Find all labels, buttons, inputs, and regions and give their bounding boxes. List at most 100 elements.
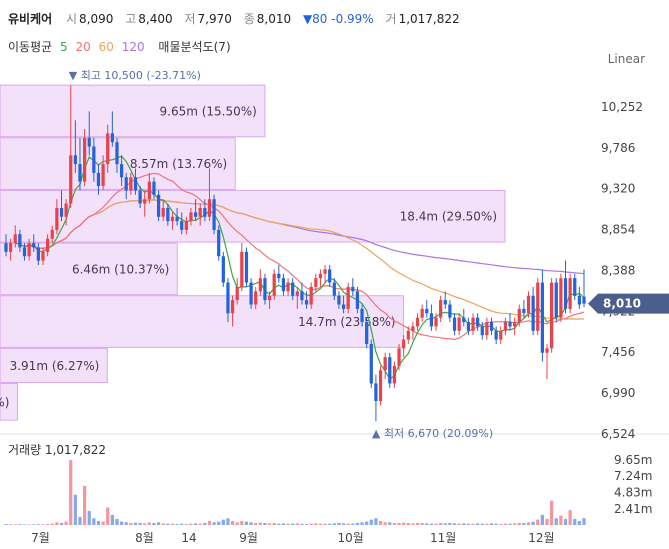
- volume-bar: [369, 519, 373, 525]
- volume-bar: [360, 522, 364, 525]
- candle-body: [480, 326, 484, 336]
- candle: [332, 278, 336, 301]
- candle: [230, 295, 235, 327]
- volume-title: 거래량 1,017,822: [8, 443, 107, 457]
- candle-body: [369, 343, 373, 384]
- candle: [267, 291, 272, 309]
- candle: [300, 282, 304, 305]
- volume-bar: [217, 521, 221, 525]
- volume-bar: [508, 523, 512, 525]
- candle-body: [180, 221, 184, 230]
- candle: [258, 269, 262, 296]
- scale-mode-button[interactable]: Linear: [607, 52, 645, 66]
- candle-body: [170, 216, 175, 222]
- candle: [526, 291, 531, 318]
- candle: [439, 295, 443, 323]
- candle-body: [166, 207, 170, 222]
- candle: [378, 365, 383, 406]
- candle-body: [203, 207, 207, 217]
- candle: [341, 295, 346, 314]
- candle: [281, 273, 286, 296]
- ma120-label[interactable]: 120: [121, 40, 145, 54]
- volume-bar: [286, 523, 290, 525]
- candle: [189, 207, 193, 226]
- candle: [318, 269, 323, 287]
- high-marker: ▼ 최고 10,500 (-23.71%): [69, 69, 201, 82]
- moving-average-legend[interactable]: 이동평균 5 20 60 120 매물분석도(7): [8, 38, 235, 55]
- volume-bar: [156, 522, 161, 525]
- candle: [133, 168, 138, 195]
- candle-body: [568, 278, 572, 309]
- candle-body: [69, 155, 73, 204]
- candle: [212, 194, 216, 235]
- volume-tick-label: 2.41m: [614, 502, 652, 516]
- candle-body: [577, 295, 581, 305]
- volume-bar: [226, 518, 230, 525]
- candle-body: [101, 164, 105, 187]
- candle-body: [526, 295, 531, 314]
- volume-bar: [64, 521, 68, 525]
- volume-bar: [318, 523, 323, 525]
- candle-body: [138, 190, 142, 204]
- candle: [452, 313, 457, 336]
- volume-bar: [230, 520, 235, 525]
- open-label: 시: [66, 12, 78, 26]
- volume-bar: [59, 522, 64, 525]
- volume-bar: [119, 521, 124, 525]
- volume-bar: [439, 522, 443, 525]
- candle-body: [175, 216, 179, 222]
- volume-profile-bar: [0, 189, 506, 243]
- volume-bar: [341, 523, 346, 525]
- candle-body: [152, 181, 156, 195]
- volume-bar: [152, 522, 156, 525]
- volume-profile-toggle[interactable]: 매물분석도(7): [158, 40, 231, 54]
- volume-tick-label: 7.24m: [614, 469, 652, 483]
- volume-bar: [106, 507, 110, 525]
- candle: [480, 322, 484, 340]
- volume-bar: [180, 523, 184, 525]
- candle: [291, 278, 295, 301]
- candle: [540, 269, 545, 362]
- volume-bar: [517, 522, 521, 525]
- volume-bar: [235, 522, 239, 525]
- candle: [383, 352, 387, 380]
- volume-bar: [4, 523, 8, 525]
- ma60-label[interactable]: 60: [98, 40, 114, 54]
- candle: [374, 374, 378, 422]
- volume-bar: [554, 518, 558, 525]
- candle-body: [217, 229, 221, 257]
- high-value: 8,400: [138, 12, 173, 26]
- volume-bar: [138, 522, 142, 525]
- candle: [462, 308, 466, 327]
- candle: [152, 177, 156, 200]
- volume-bar: [203, 522, 207, 525]
- y-tick-label: 8,388: [601, 263, 635, 277]
- candle: [415, 313, 420, 331]
- ma20-label[interactable]: 20: [75, 40, 91, 54]
- candle: [235, 278, 239, 305]
- candle: [355, 286, 360, 314]
- candle: [41, 247, 45, 266]
- candle: [64, 199, 68, 226]
- volume-bar: [471, 523, 475, 525]
- candle: [147, 172, 151, 204]
- y-tick-label: 6,990: [601, 386, 635, 400]
- volume-bar: [420, 522, 424, 525]
- candle: [443, 291, 447, 309]
- candle-body: [143, 199, 147, 204]
- candle: [402, 335, 406, 358]
- volume-profile-label: 6.46m (10.37%): [72, 262, 169, 276]
- candle-body: [332, 282, 336, 296]
- candle: [184, 216, 188, 235]
- volume-bar: [462, 523, 466, 525]
- volume-bar: [92, 518, 96, 525]
- candle-body: [300, 291, 304, 301]
- candle-body: [82, 137, 87, 182]
- y-tick-label: 10,252: [601, 100, 643, 114]
- open-value: 8,090: [79, 12, 114, 26]
- candle: [170, 212, 175, 230]
- volume-bar: [73, 494, 77, 525]
- candle-body: [235, 286, 239, 301]
- ma5-label[interactable]: 5: [60, 40, 68, 54]
